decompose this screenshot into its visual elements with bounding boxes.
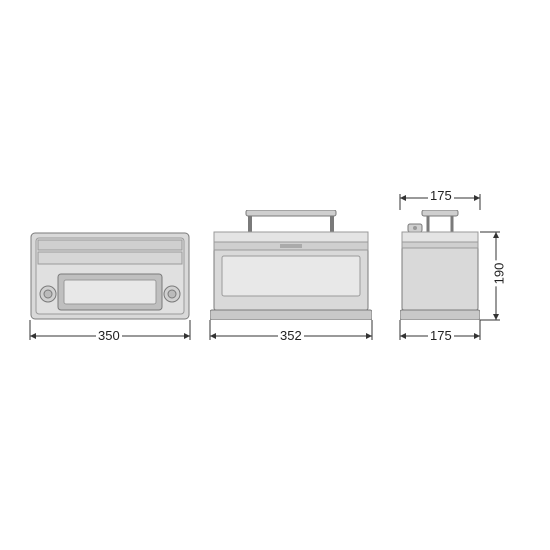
front-view	[210, 210, 372, 320]
top-view	[30, 232, 190, 320]
dim-top-width: 350	[96, 328, 122, 343]
dim-front-width: 352	[278, 328, 304, 343]
side-view	[400, 210, 480, 320]
dim-side-width-top: 175	[428, 188, 454, 203]
dim-side-width-bottom: 175	[428, 328, 454, 343]
battery-dimension-diagram: 350 352 175 175 190	[20, 190, 530, 360]
dim-side-height: 190	[491, 261, 506, 287]
